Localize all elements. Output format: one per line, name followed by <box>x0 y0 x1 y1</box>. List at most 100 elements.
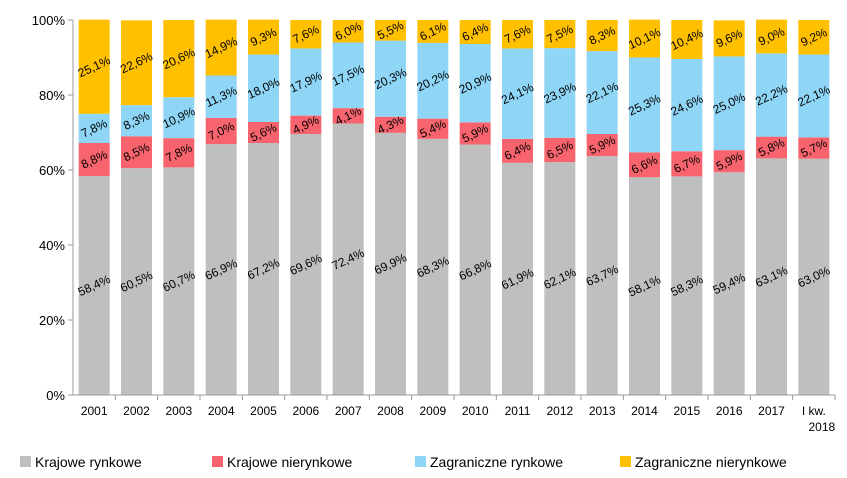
legend-label: Krajowe nierynkowe <box>227 454 352 470</box>
bar-segment <box>713 20 745 57</box>
y-tick-label: 0% <box>46 388 65 403</box>
bar-segment <box>671 151 703 177</box>
bar-segment <box>375 40 406 117</box>
x-tick-label: 2001 <box>81 404 108 418</box>
bar-segment <box>121 20 152 106</box>
bar-segment <box>248 143 279 395</box>
bar-segment <box>78 143 110 176</box>
bar-segment <box>417 138 449 395</box>
x-tick-label: 2012 <box>546 404 573 418</box>
bar-segment <box>459 44 491 123</box>
bar-segment <box>629 19 660 58</box>
legend-swatch <box>415 456 426 467</box>
x-tick-label: 2006 <box>292 404 319 418</box>
bar-segment <box>417 20 449 43</box>
bar-segment <box>629 152 660 178</box>
bar-segment <box>756 53 787 137</box>
bar-segment <box>332 123 364 395</box>
x-tick-label: 2003 <box>165 404 192 418</box>
bar-segment <box>417 118 449 139</box>
bar-segment <box>713 150 745 173</box>
bar-segment <box>671 20 703 59</box>
bar-segment <box>332 42 364 109</box>
bar-segment <box>459 144 491 395</box>
y-tick-label: 20% <box>39 313 65 328</box>
legend-swatch <box>212 456 223 467</box>
x-tick-label: 2010 <box>462 404 489 418</box>
bar-segment <box>248 54 279 122</box>
bar-segment <box>163 138 195 168</box>
bar-segment <box>671 59 703 152</box>
y-tick-label: 80% <box>39 88 65 103</box>
x-tick-label: 2009 <box>419 404 446 418</box>
bar-segment <box>756 136 787 159</box>
x-tick-label: 2011 <box>505 404 531 418</box>
bar-segment <box>205 19 237 76</box>
bar-segment <box>78 176 110 395</box>
x-tick-label: 2013 <box>589 404 616 418</box>
bar-segment <box>586 20 618 52</box>
bar-segment <box>290 115 322 134</box>
y-tick-label: 100% <box>32 13 66 28</box>
bar-segment <box>163 20 195 98</box>
bar-segment <box>205 144 237 395</box>
x-tick-label: 2007 <box>335 404 362 418</box>
bar-segment <box>459 122 491 145</box>
bar-segment <box>121 136 152 169</box>
bar-segment <box>629 57 660 153</box>
legend-swatch <box>620 456 631 467</box>
bar-segment <box>375 20 406 41</box>
x-tick-label: 2005 <box>250 404 277 418</box>
x-tick-label: 2015 <box>673 404 700 418</box>
bar-segment <box>290 134 322 395</box>
y-tick-label: 40% <box>39 238 65 253</box>
legend-swatch <box>20 456 31 467</box>
bar-segment <box>544 162 576 395</box>
bar-segment <box>756 158 787 395</box>
bar-segment <box>163 97 195 139</box>
bar-segment <box>417 42 449 119</box>
bar-segment <box>205 117 237 145</box>
bar-segment <box>121 168 152 395</box>
legend-label: Krajowe rynkowe <box>35 454 142 470</box>
bar-segment <box>78 113 110 143</box>
bar-segment <box>798 158 830 395</box>
x-tick-label: 2002 <box>123 404 150 418</box>
bar-segment <box>248 122 279 143</box>
bar-segment <box>375 132 406 395</box>
bar-segment <box>544 137 576 163</box>
bar-segment <box>798 20 830 55</box>
bar-segment <box>586 156 618 395</box>
bar-segment <box>459 20 491 44</box>
bar-segment <box>544 20 576 49</box>
bar-segment <box>586 51 618 134</box>
x-tick-label: I kw. 2018 <box>802 404 836 434</box>
x-tick-label: 2014 <box>631 404 658 418</box>
bar-segment <box>586 134 618 157</box>
bar-segment <box>629 177 660 395</box>
x-tick-label: 2016 <box>716 404 743 418</box>
bar-segment <box>375 116 406 133</box>
bar-segment <box>671 176 703 395</box>
y-tick-label: 60% <box>39 163 65 178</box>
x-tick-label: 2017 <box>758 404 785 418</box>
bar-segment <box>290 48 322 116</box>
bar-segment <box>798 137 830 159</box>
x-tick-label: 2008 <box>377 404 404 418</box>
bar-segment <box>78 19 110 114</box>
x-tick-label: 2004 <box>208 404 235 418</box>
legend-label: Zagraniczne rynkowe <box>430 454 563 470</box>
bar-segment <box>248 19 279 55</box>
bar-segment <box>332 108 364 124</box>
bar-segment <box>713 172 745 395</box>
bar-segment <box>502 20 533 49</box>
bar-segment <box>121 105 152 137</box>
bar-segment <box>205 75 237 118</box>
bar-segment <box>163 167 195 395</box>
bar-segment <box>502 162 533 395</box>
bar-segment <box>713 56 745 151</box>
bar-segment <box>290 20 322 49</box>
legend-label: Zagraniczne nierynkowe <box>635 454 787 470</box>
bar-segment <box>756 19 787 54</box>
